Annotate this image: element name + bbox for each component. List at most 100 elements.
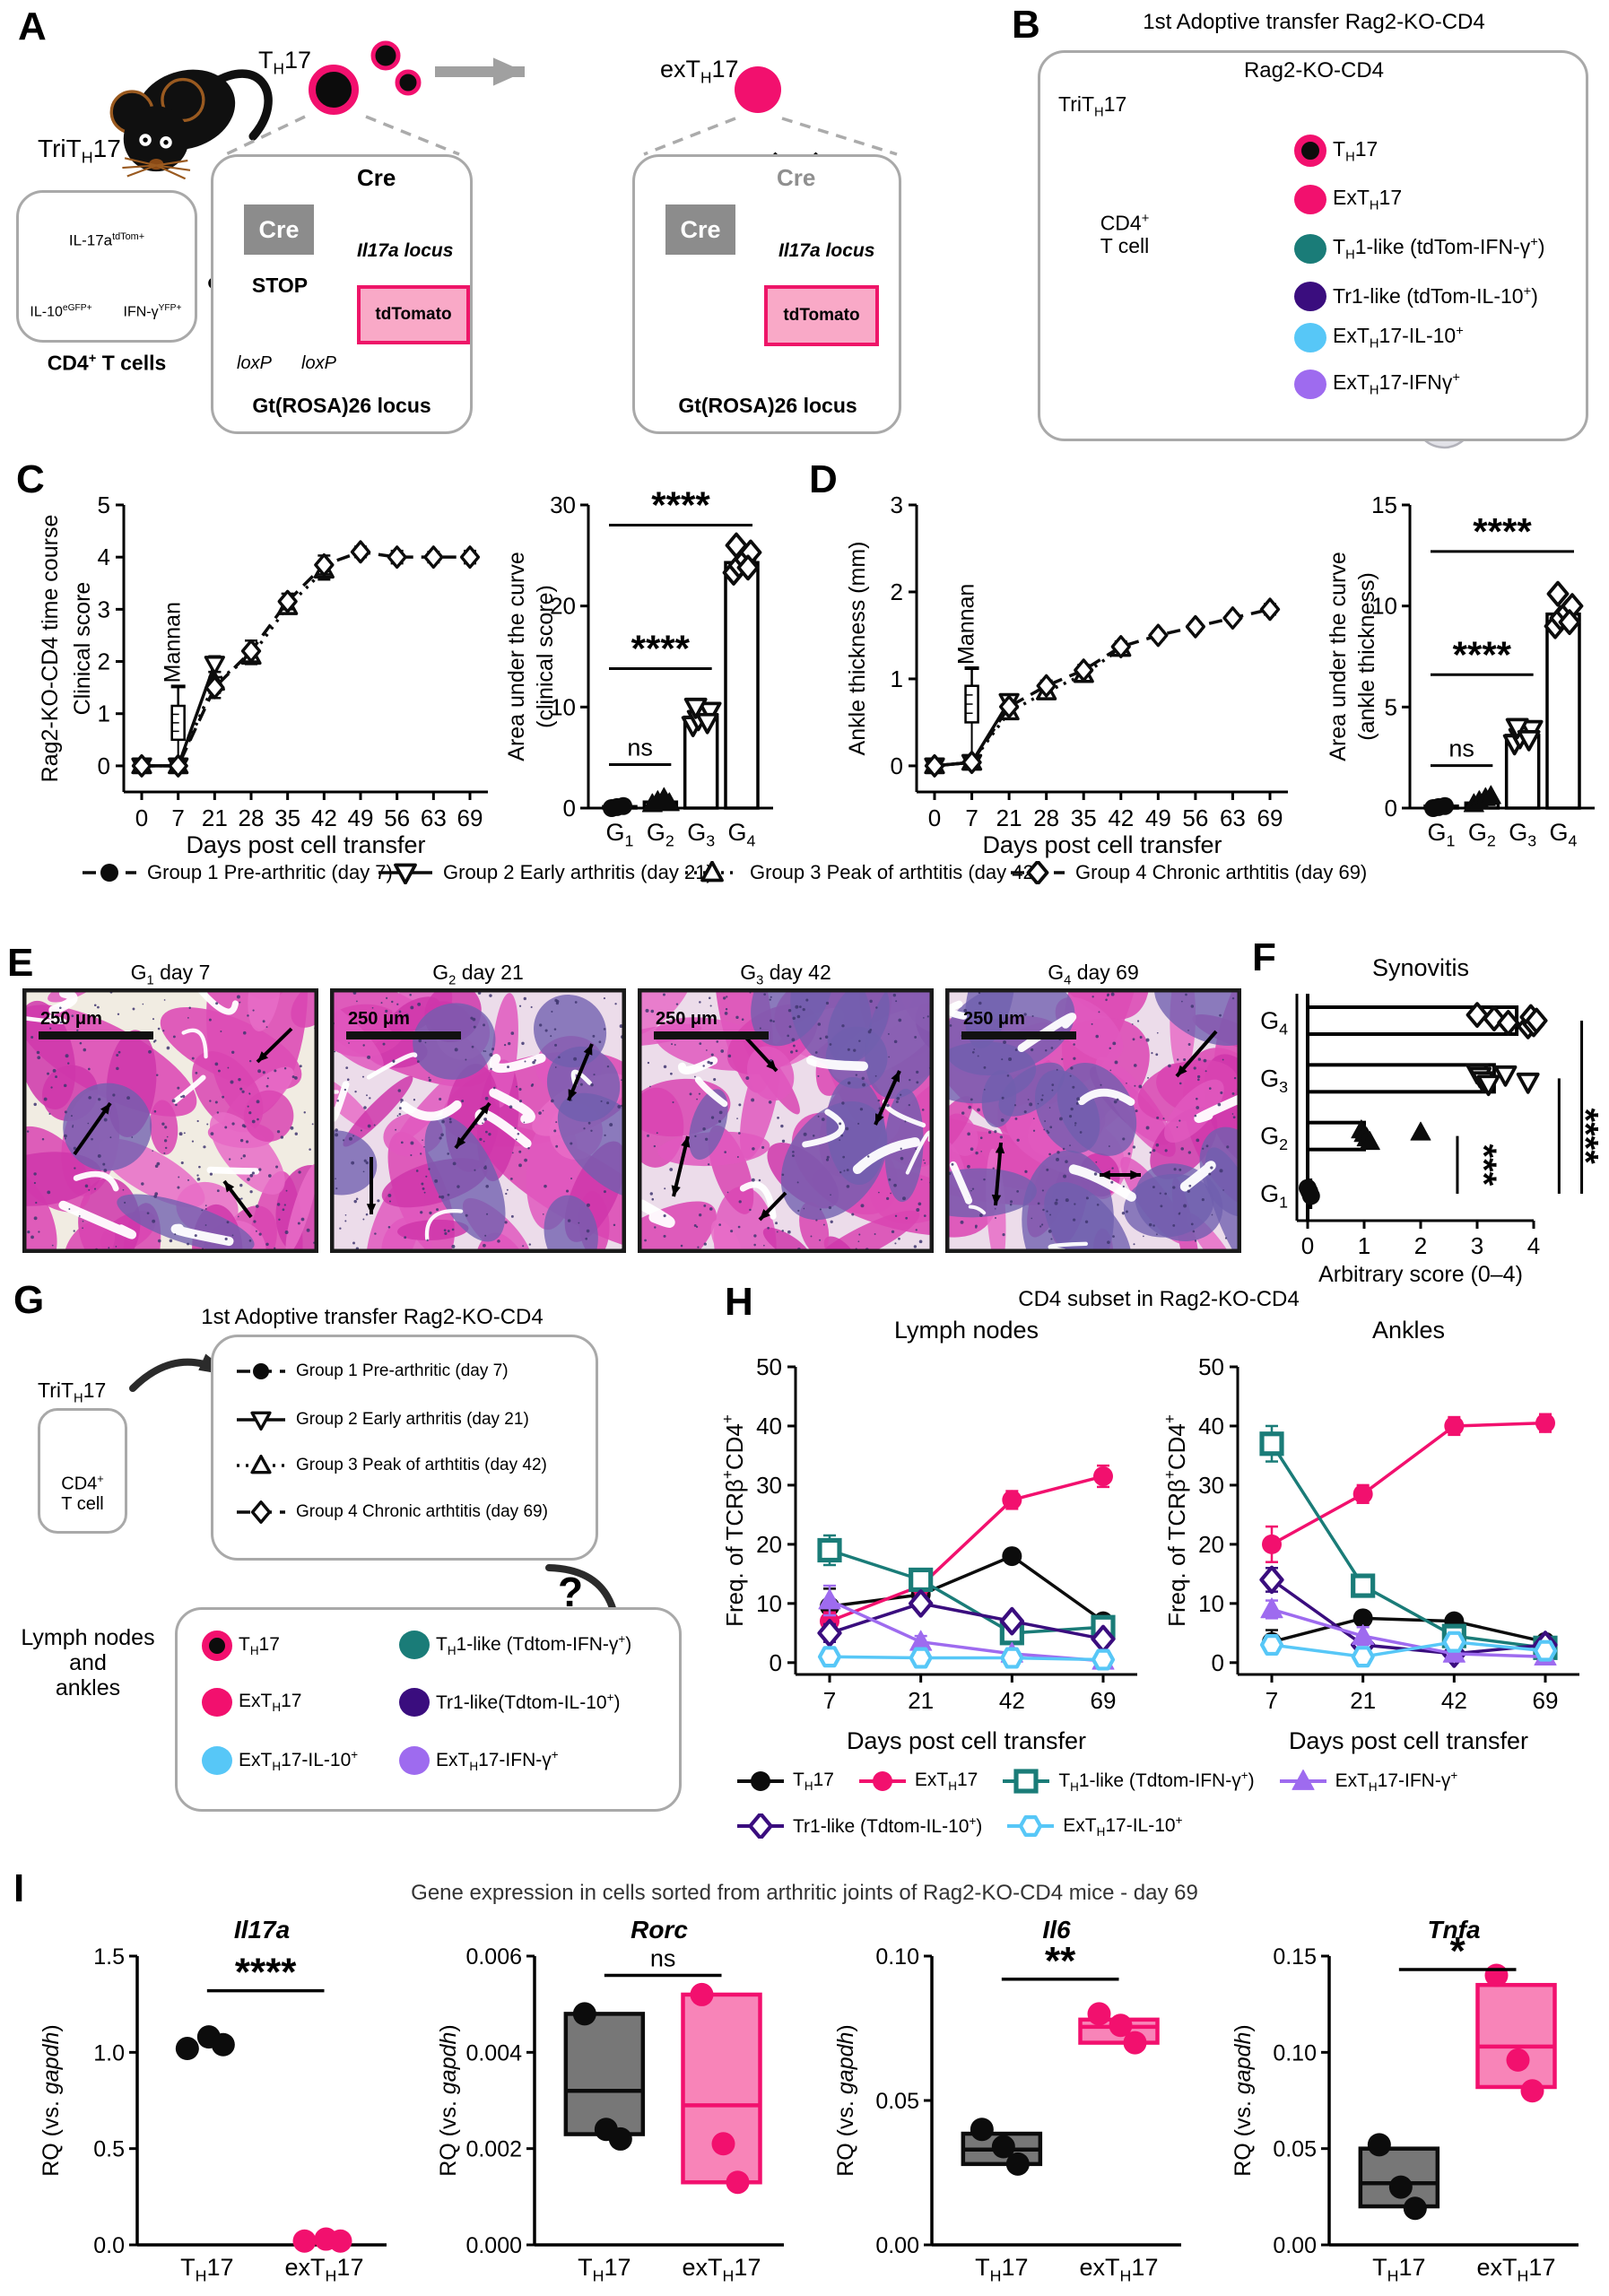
cre-target-label-2: Cre — [777, 164, 816, 191]
svg-text:3: 3 — [98, 596, 110, 622]
svg-text:42: 42 — [1441, 1687, 1467, 1714]
g-group-label-1: Group 1 Pre-arthritic (day 7) — [296, 1361, 509, 1380]
svg-text:5: 5 — [1385, 693, 1397, 720]
histology-label-g1: G1 day 7 — [130, 961, 211, 988]
panel-g-title: 1st Adoptive transfer Rag2-KO-CD4 — [201, 1305, 544, 1329]
panel-g-trith17-label: TriTH17 — [38, 1378, 107, 1406]
legend-label-0: TH17 — [1333, 136, 1379, 165]
svg-text:Synovitis: Synovitis — [1372, 954, 1469, 981]
legend-item-1: ExTH17 — [1294, 185, 1402, 214]
svg-text:Freq. of TCRβ+CD4+: Freq. of TCRβ+CD4+ — [1161, 1414, 1190, 1627]
svg-text:TH17: TH17 — [180, 2254, 233, 2284]
svg-text:0.002: 0.002 — [465, 2137, 522, 2162]
g-group-label-3: Group 3 Peak of arthtitis (day 42) — [296, 1456, 547, 1474]
svg-text:20: 20 — [756, 1531, 782, 1558]
g-legend-item-1: TH17 — [202, 1631, 280, 1661]
legend-item-2: TH1-like (tdTom-IFN-γ+) — [1294, 234, 1545, 264]
chart-clinical-score-auc: 0 10 20 30 Area under the curve (clinical sco… — [504, 484, 773, 849]
group-legend-item-2: Group 2 Early arthritis (day 21) — [377, 861, 713, 884]
g-group-item-4: Group 4 Chronic arthtitis (day 69) — [235, 1500, 548, 1524]
svg-text:0.10: 0.10 — [1273, 2040, 1317, 2066]
g-group-item-3: Group 3 Peak of arthtitis (day 42) — [235, 1454, 547, 1477]
svg-text:0.05: 0.05 — [1273, 2137, 1317, 2162]
rosa26-label-1: Gt(ROSA)26 locus — [252, 394, 431, 417]
panel-h: H CD4 subset in Rag2-KO-CD4 0 10 20 30 40 50 7… — [709, 1274, 1609, 1866]
svg-text:Lymph nodes: Lymph nodes — [894, 1317, 1039, 1344]
svg-text:****: **** — [631, 628, 691, 670]
legend-item-4: ExTH17-IL-10+ — [1294, 323, 1464, 352]
svg-text:Il17a: Il17a — [234, 1916, 290, 1944]
il10-cell-label: IL-10eGFP+ — [30, 303, 92, 320]
group-legend-item-1: Group 1 Pre-arthritic (day 7) — [81, 861, 393, 884]
svg-text:Area under the curve: Area under the curve — [504, 552, 529, 761]
svg-text:69: 69 — [1091, 1687, 1117, 1714]
panel-g-cd4-label: CD4+ T cell — [61, 1472, 104, 1515]
g-group-item-1: Group 1 Pre-arthritic (day 7) — [235, 1360, 509, 1383]
svg-text:250 μm: 250 μm — [348, 1009, 410, 1029]
svg-text:****: **** — [651, 484, 710, 526]
panel-b-inner-title: Rag2-KO-CD4 — [1243, 58, 1385, 83]
svg-text:3: 3 — [1471, 1232, 1483, 1259]
g-legend-item-6: ExTH17-IFN-γ+ — [399, 1746, 559, 1775]
svg-text:63: 63 — [421, 804, 447, 831]
svg-text:Mannan: Mannan — [161, 602, 186, 683]
svg-text:1: 1 — [891, 665, 903, 692]
teal-cell-icon — [399, 1631, 430, 1659]
svg-text:28: 28 — [239, 804, 265, 831]
il17a-cell-label: IL-17atdTom+ — [68, 231, 145, 249]
il17a-locus-label-2: Il17a locus — [778, 240, 875, 261]
panel-h-legend-row1: TH17 ExTH17 TH1-like (Tdtom-IFN-γ+) ExTH17-… — [735, 1769, 1457, 1794]
histology-image-g4: 250 μm — [945, 988, 1241, 1253]
panel-h-title: CD4 subset in Rag2-KO-CD4 — [1018, 1287, 1300, 1311]
th17-cell-icon — [1294, 135, 1326, 167]
group-legend-label-2: Group 2 Early arthritis (day 21) — [443, 861, 713, 883]
panel-label-f: F — [1252, 935, 1276, 979]
group-legend-label-1: Group 1 Pre-arthritic (day 7) — [147, 861, 393, 883]
svg-text:42: 42 — [999, 1687, 1025, 1714]
h-legend-label-1-2: TH1-like (Tdtom-IFN-γ+) — [1058, 1769, 1255, 1795]
svg-text:TH17: TH17 — [1372, 2254, 1425, 2284]
svg-text:20: 20 — [1198, 1531, 1224, 1558]
panel-i: I Gene expression in cells sorted from a… — [0, 1866, 1609, 2296]
h-legend-item-2-0: Tr1-like (Tdtom-IL-10+) — [735, 1813, 982, 1839]
legend-item-5: ExTH17-IFNγ+ — [1294, 370, 1460, 399]
svg-text:Il6: Il6 — [1042, 1916, 1071, 1944]
svg-text:250 μm: 250 μm — [656, 1009, 718, 1029]
g-group-item-2: Group 2 Early arthritis (day 21) — [235, 1408, 529, 1431]
svg-text:21: 21 — [996, 804, 1022, 831]
cre-target-label-1: Cre — [357, 164, 396, 191]
svg-text:Freq. of TCRβ+CD4+: Freq. of TCRβ+CD4+ — [719, 1414, 748, 1627]
svg-text:0.00: 0.00 — [1273, 2233, 1317, 2258]
panel-b: B 1st Adoptive transfer Rag2-KO-CD4 Rag2… — [1009, 0, 1609, 453]
g-legend-label-3: ExTH17 — [239, 1690, 302, 1715]
svg-text:40: 40 — [756, 1413, 782, 1439]
svg-text:56: 56 — [384, 804, 410, 831]
panel-label-b: B — [1012, 3, 1040, 47]
panel-label-h: H — [725, 1280, 753, 1324]
svg-text:250 μm: 250 μm — [963, 1009, 1025, 1029]
svg-text:****: **** — [1473, 510, 1532, 552]
svg-text:Tnfa: Tnfa — [1427, 1916, 1480, 1944]
h-legend-label-2-1: ExTH17-IL-10+ — [1063, 1813, 1183, 1839]
panel-g-groups-box — [211, 1335, 598, 1561]
panel-a: A TriTH17 IL-17atdTom+ IL-10eGFP+ IFN-γY… — [0, 0, 1005, 453]
panel-label-e: E — [7, 941, 34, 985]
svg-text:0.5: 0.5 — [93, 2137, 125, 2162]
pink-cell-icon — [1294, 185, 1326, 214]
svg-text:15: 15 — [1371, 491, 1397, 518]
cd-group-legend: Group 1 Pre-arthritic (day 7) Group 2 Ear… — [0, 854, 1609, 903]
svg-text:0.15: 0.15 — [1273, 1944, 1317, 1970]
svg-text:56: 56 — [1182, 804, 1208, 831]
svg-text:69: 69 — [457, 804, 483, 831]
panel-f: F Synovitis 0 1 2 3 4 Arbitrary score (0–4) G4 G… — [1247, 933, 1609, 1292]
svg-text:Mannan: Mannan — [954, 584, 979, 665]
panel-label-a: A — [18, 4, 47, 48]
svg-text:50: 50 — [756, 1353, 782, 1380]
svg-text:10: 10 — [756, 1590, 782, 1617]
panel-i-title: Gene expression in cells sorted from art… — [411, 1881, 1198, 1905]
svg-text:35: 35 — [274, 804, 300, 831]
panel-b-trith17-label: TriTH17 — [1058, 92, 1127, 120]
